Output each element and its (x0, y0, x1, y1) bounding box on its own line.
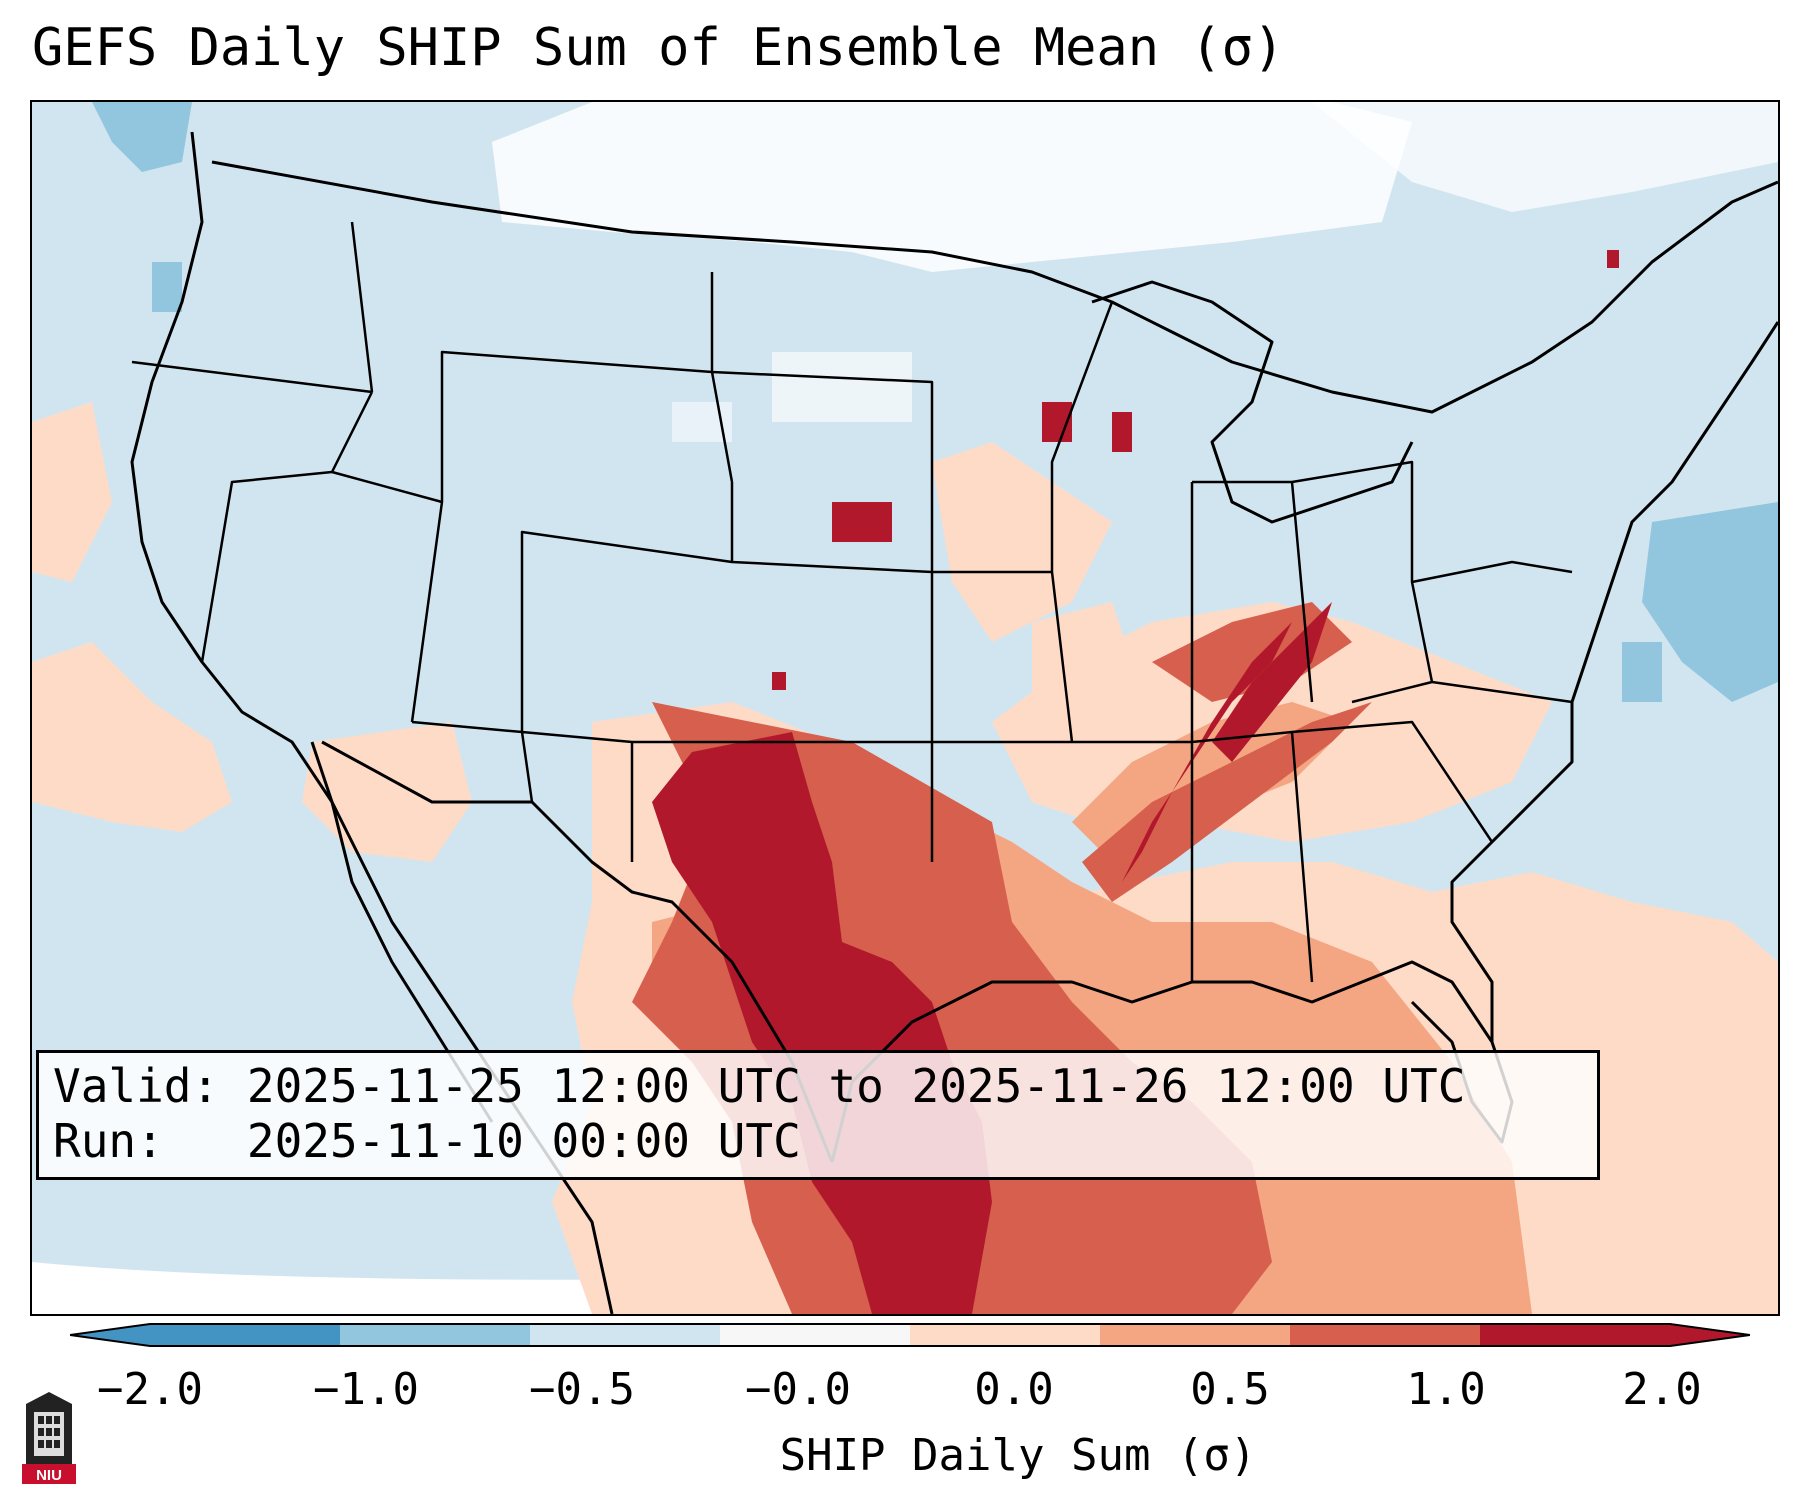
colorbar-segment (1480, 1324, 1671, 1346)
tick-label: 0.0 (974, 1364, 1054, 1415)
colorbar-segment (1100, 1324, 1291, 1346)
valid-label: Valid: (53, 1059, 220, 1113)
us-mexico-border (321, 740, 834, 1163)
colorbar-segment (720, 1324, 911, 1346)
colorbar-segment (530, 1324, 721, 1346)
validity-info-box: Valid: 2025-11-25 12:00 UTC to 2025-11-2… (36, 1050, 1600, 1180)
tick-label: −2.0 (97, 1364, 203, 1415)
map-title: GEFS Daily SHIP Sum of Ensemble Mean (σ) (32, 18, 1285, 78)
colorbar-segment (340, 1324, 531, 1346)
run-label: Run: (53, 1114, 164, 1168)
great-lakes-region (1091, 280, 1414, 524)
colorbar-segment (910, 1324, 1101, 1346)
tick-label: 1.0 (1406, 1364, 1486, 1415)
us-canada-border (211, 160, 1778, 414)
tick-label: −0.0 (745, 1364, 851, 1415)
political-boundaries (130, 131, 1778, 1314)
tick-label: −0.5 (529, 1364, 635, 1415)
tick-label: 0.5 (1190, 1364, 1270, 1415)
tick-label: −1.0 (313, 1364, 419, 1415)
tick-label: 2.0 (1622, 1364, 1702, 1415)
colorbar-extend-low (70, 1324, 150, 1346)
colorbar-extend-high (1670, 1324, 1750, 1346)
logo-text: NIU (36, 1467, 62, 1484)
colorbar (70, 1323, 1750, 1347)
university-tower-icon: NIU (22, 1392, 76, 1484)
valid-value: 2025-11-25 12:00 UTC to 2025-11-26 12:00… (246, 1059, 1466, 1113)
run-value: 2025-11-10 00:00 UTC (246, 1114, 801, 1168)
colorbar-label: SHIP Daily Sum (σ) (779, 1430, 1257, 1481)
colorbar-segment (1290, 1324, 1481, 1346)
state-lines (131, 221, 1573, 983)
colorbar-segment (150, 1324, 341, 1346)
